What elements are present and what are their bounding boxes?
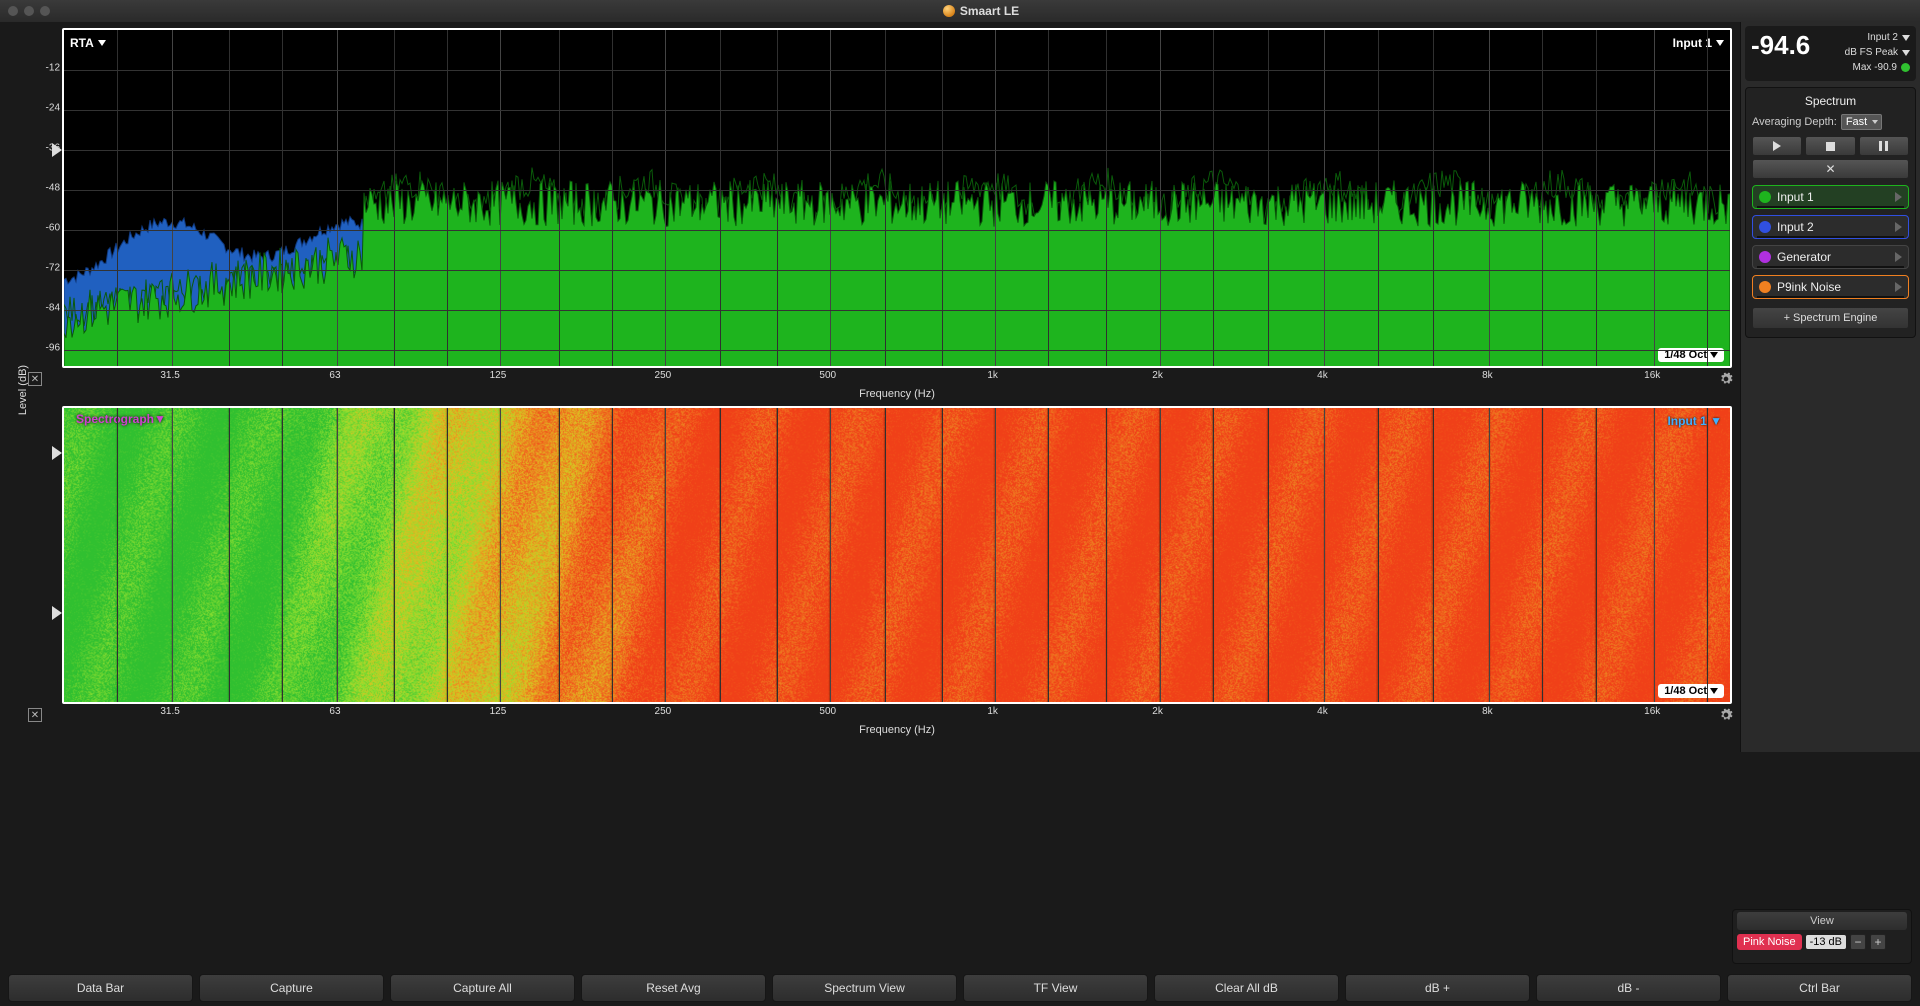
footer-toolbar: Data BarCaptureCapture AllReset AvgSpect… — [0, 970, 1920, 1006]
footer-db--button[interactable]: dB + — [1345, 974, 1530, 1002]
window-title: Smaart LE — [960, 4, 1019, 18]
spectro-x-axis-label: Frequency (Hz) — [62, 724, 1732, 740]
xtick: 2k — [1152, 706, 1163, 717]
xtick: 31.5 — [160, 706, 179, 717]
xtick: 16k — [1644, 706, 1660, 717]
stop-button[interactable] — [1805, 136, 1855, 156]
channel-label: Input 2 — [1777, 220, 1889, 234]
xtick: 63 — [329, 370, 340, 381]
xtick: 8k — [1482, 706, 1493, 717]
channel-play-icon[interactable] — [1895, 282, 1902, 292]
channel-label: P9ink Noise — [1777, 280, 1889, 294]
app-icon — [943, 5, 955, 17]
footer-clear-all-db-button[interactable]: Clear All dB — [1154, 974, 1339, 1002]
channel-play-icon[interactable] — [1895, 222, 1902, 232]
xtick: 125 — [490, 370, 507, 381]
channel-generator[interactable]: Generator — [1752, 245, 1909, 269]
pause-button[interactable] — [1859, 136, 1909, 156]
rta-mode-dropdown[interactable]: RTA — [70, 36, 106, 50]
footer-tf-view-button[interactable]: TF View — [963, 974, 1148, 1002]
spectro-x-axis: 31.5 63 125 250 500 1k 2k 4k 8k 16k — [62, 704, 1732, 724]
xtick: 500 — [819, 370, 836, 381]
footer-spectrum-view-button[interactable]: Spectrum View — [772, 974, 957, 1002]
rta-plot[interactable]: RTA Input 1 1/48 Oct — [62, 28, 1732, 368]
xtick: 16k — [1644, 370, 1660, 381]
close-window-button[interactable] — [8, 6, 18, 16]
spectro-close-button[interactable]: ✕ — [28, 708, 42, 722]
spectrum-panel: Spectrum Averaging Depth: Fast ✕ Input 1… — [1745, 87, 1916, 338]
channel-level-bar — [1757, 296, 1904, 298]
spectro-marker-1[interactable] — [52, 446, 62, 460]
spectro-marker-2[interactable] — [52, 606, 62, 620]
xtick: 250 — [655, 370, 672, 381]
footer-capture-button[interactable]: Capture — [199, 974, 384, 1002]
xtick: 63 — [329, 706, 340, 717]
view-button[interactable]: View — [1737, 912, 1907, 930]
xtick: 125 — [490, 706, 507, 717]
xtick: 4k — [1317, 706, 1328, 717]
rta-x-axis-label: Frequency (Hz) — [62, 388, 1732, 404]
noise-decrease-button[interactable]: − — [1850, 934, 1866, 950]
footer-ctrl-bar-button[interactable]: Ctrl Bar — [1727, 974, 1912, 1002]
maximize-window-button[interactable] — [40, 6, 50, 16]
noise-level: -13 dB — [1806, 935, 1846, 949]
footer-data-bar-button[interactable]: Data Bar — [8, 974, 193, 1002]
rta-input-dropdown[interactable]: Input 1 — [1673, 36, 1724, 50]
play-button[interactable] — [1752, 136, 1802, 156]
sidebar: -94.6 Input 2 dB FS Peak Max -90.9 Spect… — [1740, 22, 1920, 752]
tools-button[interactable]: ✕ — [1752, 159, 1909, 179]
rta-marker[interactable] — [52, 143, 62, 157]
channel-color-dot — [1759, 221, 1771, 233]
channel-input-1[interactable]: Input 1 — [1752, 185, 1909, 209]
channel-input-2[interactable]: Input 2 — [1752, 215, 1909, 239]
xtick: 31.5 — [160, 370, 179, 381]
channel-play-icon[interactable] — [1895, 192, 1902, 202]
spectro-oct-dropdown[interactable]: 1/48 Oct — [1658, 684, 1724, 698]
spectro-plot-container: Spectrograph▼ Input 1 ▼ 1/48 Oct 31.5 63 1… — [62, 406, 1732, 740]
channel-p9ink-noise[interactable]: P9ink Noise — [1752, 275, 1909, 299]
channel-level-bar — [1757, 206, 1904, 208]
level-value: -94.6 — [1751, 30, 1810, 75]
title-bar: Smaart LE — [0, 0, 1920, 22]
footer-db--button[interactable]: dB - — [1536, 974, 1721, 1002]
spectrum-panel-title: Spectrum — [1752, 92, 1909, 114]
rta-x-axis: 31.5 63 125 250 500 1k 2k 4k 8k 16k — [62, 368, 1732, 388]
view-panel: View Pink Noise -13 dB − + — [1732, 909, 1912, 964]
channel-color-dot — [1759, 191, 1771, 203]
channel-color-dot — [1759, 281, 1771, 293]
xtick: 1k — [987, 706, 998, 717]
minimize-window-button[interactable] — [24, 6, 34, 16]
avg-depth-select[interactable]: Fast — [1841, 114, 1882, 130]
xtick: 4k — [1317, 370, 1328, 381]
channel-label: Input 1 — [1777, 190, 1889, 204]
spectro-settings-button[interactable] — [1719, 708, 1733, 722]
rta-close-button[interactable]: ✕ — [28, 372, 42, 386]
xtick: 500 — [819, 706, 836, 717]
meter-max: Max -90.9 — [1810, 60, 1910, 75]
footer-capture-all-button[interactable]: Capture All — [390, 974, 575, 1002]
xtick: 250 — [655, 706, 672, 717]
spectro-input-dropdown[interactable]: Input 1 ▼ — [1667, 414, 1722, 428]
spectrograph-plot[interactable]: Spectrograph▼ Input 1 ▼ 1/48 Oct — [62, 406, 1732, 704]
footer-reset-avg-button[interactable]: Reset Avg — [581, 974, 766, 1002]
meter-units-dropdown[interactable]: dB FS Peak — [1810, 45, 1910, 60]
channel-level-bar — [1757, 236, 1904, 238]
xtick: 8k — [1482, 370, 1493, 381]
channel-play-icon[interactable] — [1895, 252, 1902, 262]
rta-plot-container: RTA Input 1 1/48 Oct 31.5 63 125 250 500 1k 2k… — [62, 28, 1732, 404]
channel-label: Generator — [1777, 250, 1889, 264]
noise-increase-button[interactable]: + — [1870, 934, 1886, 950]
add-spectrum-engine-button[interactable]: + Spectrum Engine — [1752, 307, 1909, 329]
meter-input-dropdown[interactable]: Input 2 — [1810, 30, 1910, 45]
rta-y-axis: -12-24-36-48-60-72-84-96 — [38, 28, 62, 752]
channel-level-bar — [1757, 266, 1904, 268]
avg-depth-label: Averaging Depth: — [1752, 116, 1837, 128]
xtick: 1k — [987, 370, 998, 381]
rta-settings-button[interactable] — [1719, 372, 1733, 386]
channel-color-dot — [1759, 251, 1771, 263]
xtick: 2k — [1152, 370, 1163, 381]
spectro-mode-dropdown[interactable]: Spectrograph▼ — [76, 412, 166, 426]
pink-noise-button[interactable]: Pink Noise — [1737, 934, 1802, 950]
level-meter: -94.6 Input 2 dB FS Peak Max -90.9 — [1745, 26, 1916, 81]
